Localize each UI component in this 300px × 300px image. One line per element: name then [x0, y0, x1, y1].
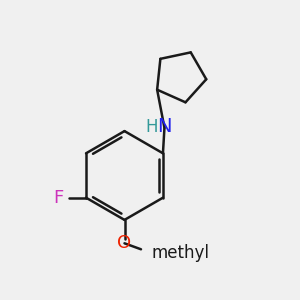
Text: F: F [54, 189, 64, 207]
Text: H: H [146, 118, 158, 136]
Text: methyl: methyl [152, 244, 209, 262]
Text: O: O [117, 234, 132, 252]
Text: N: N [157, 117, 172, 136]
